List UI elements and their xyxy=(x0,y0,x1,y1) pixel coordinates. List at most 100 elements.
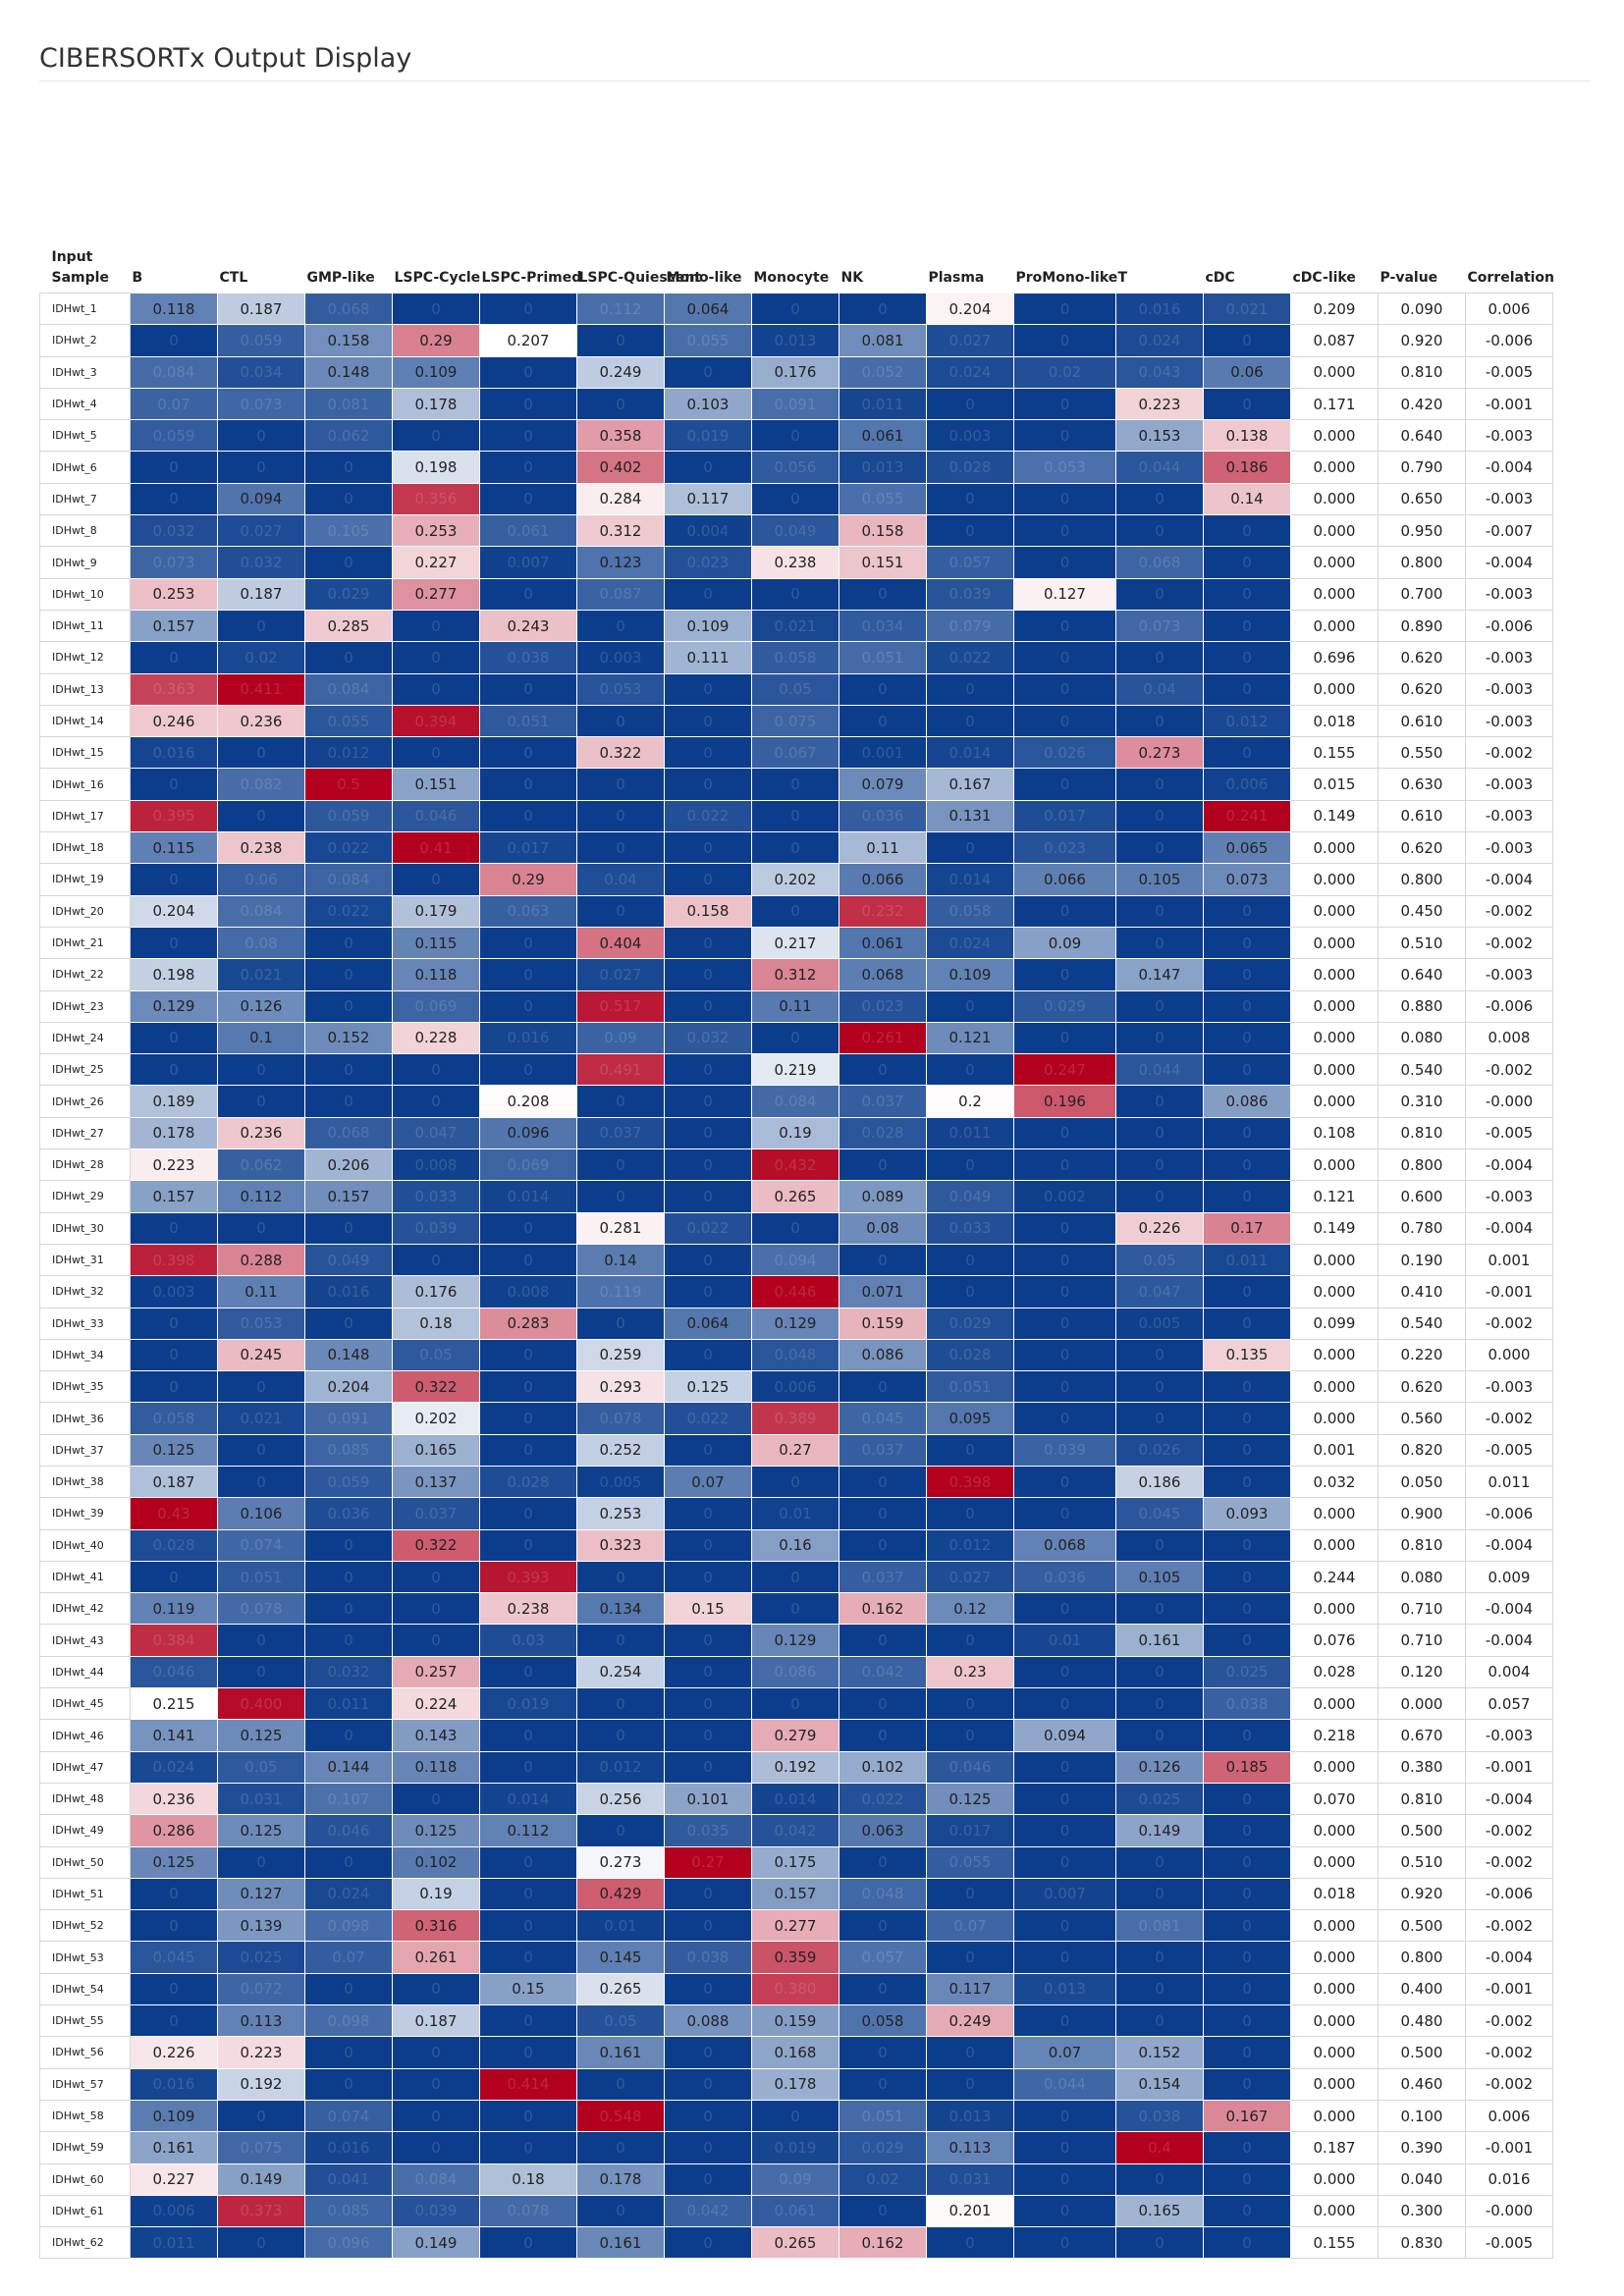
heatmap-cell-lspc-cycle: 0 xyxy=(392,2067,480,2101)
heatmap-cell-plasma: 0.113 xyxy=(926,2131,1014,2164)
heatmap-cell-ctl: 0.236 xyxy=(217,704,305,738)
stat-cell-cdc-like: 0.000 xyxy=(1290,1275,1379,1308)
heatmap-cell-gmp-like: 0.024 xyxy=(304,1877,393,1911)
heatmap-cell-lspc-primed: 0 xyxy=(479,577,577,611)
table-row: IDHwt_61 0.006 0.373 0.085 0.039 0.078 0 0.042 0… xyxy=(39,2194,1553,2228)
table-row: IDHwt_25 0 0 0 0 0 0.491 0 0.219 0 0 0.247 0.044 0 0.0… xyxy=(39,1053,1553,1087)
stat-cell-correlation: -0.005 xyxy=(1465,355,1553,389)
heatmap-cell-lspc-quiescent: 0.256 xyxy=(576,1782,665,1816)
stat-cell-cdc-like: 0.000 xyxy=(1290,355,1379,389)
heatmap-cell-nk: 0 xyxy=(839,1243,927,1277)
heatmap-cell-t: 0.165 xyxy=(1115,2194,1204,2228)
heatmap-cell-promono-like: 0 xyxy=(1013,1402,1116,1435)
table-row: IDHwt_54 0 0.072 0 0 0.15 0.265 0 0.380 0 0.117 0.0… xyxy=(39,1972,1553,2006)
stat-cell-correlation: -0.003 xyxy=(1465,577,1553,611)
heatmap-cell-t: 0 xyxy=(1115,768,1204,801)
heatmap-cell-nk: 0.081 xyxy=(839,324,927,357)
sample-name-cell: IDHwt_35 xyxy=(39,1370,131,1404)
heatmap-cell-cdc: 0 xyxy=(1203,1402,1291,1435)
stat-cell-p-value: 0.040 xyxy=(1378,2163,1466,2196)
stat-cell-cdc-like: 0.000 xyxy=(1290,926,1379,960)
heatmap-cell-plasma: 0.022 xyxy=(926,641,1014,674)
heatmap-cell-ctl: 0.223 xyxy=(217,2036,305,2069)
heatmap-cell-cdc: 0 xyxy=(1203,641,1291,674)
table-row: IDHwt_57 0.016 0.192 0 0 0.414 0 0 0.178 0 0 0.044 0… xyxy=(39,2067,1553,2101)
heatmap-cell-mono-like: 0.088 xyxy=(664,2004,752,2038)
heatmap-cell-nk: 0.058 xyxy=(839,2004,927,2038)
heatmap-cell-lspc-primed: 0.017 xyxy=(479,831,577,865)
heatmap-cell-plasma: 0.014 xyxy=(926,863,1014,896)
sample-name-cell: IDHwt_23 xyxy=(39,989,131,1023)
heatmap-cell-ctl: 0.187 xyxy=(217,292,305,326)
heatmap-cell-b: 0 xyxy=(130,1560,218,1594)
heatmap-cell-cdc: 0.006 xyxy=(1203,768,1291,801)
heatmap-cell-monocyte: 0.129 xyxy=(751,1624,839,1657)
heatmap-cell-monocyte: 0.157 xyxy=(751,1877,839,1911)
heatmap-cell-mono-like: 0 xyxy=(664,451,752,484)
heatmap-cell-t: 0 xyxy=(1115,1972,1204,2006)
heatmap-cell-b: 0.187 xyxy=(130,1465,218,1499)
heatmap-cell-promono-like: 0 xyxy=(1013,1211,1116,1245)
stat-cell-p-value: 0.790 xyxy=(1378,451,1466,484)
stat-cell-p-value: 0.710 xyxy=(1378,1624,1466,1657)
heatmap-cell-mono-like: 0.004 xyxy=(664,514,752,548)
heatmap-cell-monocyte: 0.075 xyxy=(751,704,839,738)
heatmap-cell-nk: 0 xyxy=(839,1528,927,1562)
heatmap-cell-lspc-quiescent: 0.404 xyxy=(576,926,665,960)
stat-cell-correlation: -0.003 xyxy=(1465,482,1553,516)
heatmap-cell-b: 0.246 xyxy=(130,704,218,738)
table-row: IDHwt_12 0 0.02 0 0 0.038 0.003 0.111 0.058 0.051… xyxy=(39,641,1553,674)
heatmap-cell-monocyte: 0.159 xyxy=(751,2004,839,2038)
heatmap-cell-cdc: 0 xyxy=(1203,1972,1291,2006)
stat-cell-cdc-like: 0.000 xyxy=(1290,1243,1379,1277)
heatmap-cell-plasma: 0.058 xyxy=(926,894,1014,928)
sample-name-cell: IDHwt_39 xyxy=(39,1497,131,1530)
stat-cell-cdc-like: 0.000 xyxy=(1290,1972,1379,2006)
heatmap-cell-promono-like: 0.196 xyxy=(1013,1085,1116,1118)
stat-cell-cdc-like: 0.000 xyxy=(1290,2004,1379,2038)
heatmap-cell-promono-like: 0 xyxy=(1013,482,1116,516)
heatmap-cell-lspc-cycle: 0 xyxy=(392,609,480,643)
heatmap-cell-t: 0.161 xyxy=(1115,1624,1204,1657)
heatmap-cell-t: 0.047 xyxy=(1115,1275,1204,1308)
heatmap-cell-lspc-cycle: 0.202 xyxy=(392,1402,480,1435)
column-header-input-sample: Input Sample xyxy=(51,249,109,286)
heatmap-cell-mono-like: 0.022 xyxy=(664,1211,752,1245)
heatmap-cell-plasma: 0.07 xyxy=(926,1909,1014,1943)
heatmap-cell-plasma: 0.012 xyxy=(926,1528,1014,1562)
heatmap-cell-ctl: 0.032 xyxy=(217,546,305,579)
heatmap-cell-nk: 0.151 xyxy=(839,546,927,579)
table-row: IDHwt_38 0.187 0 0.059 0.137 0.028 0.005 0.07 0 0… xyxy=(39,1465,1553,1499)
table-row: IDHwt_4 0.07 0.073 0.081 0.178 0 0 0.103 0.091 0.… xyxy=(39,387,1553,421)
heatmap-cell-lspc-cycle: 0.261 xyxy=(392,1941,480,1974)
heatmap-cell-nk: 0.045 xyxy=(839,1402,927,1435)
stat-cell-cdc-like: 0.155 xyxy=(1290,736,1379,770)
table-row: IDHwt_60 0.227 0.149 0.041 0.084 0.18 0.178 0 0.… xyxy=(39,2163,1553,2196)
table-row: IDHwt_1 0.118 0.187 0.068 0 0 0.112 0.064 0 0 0.20… xyxy=(39,292,1553,326)
heatmap-cell-ctl: 0.1 xyxy=(217,1021,305,1055)
heatmap-cell-nk: 0.048 xyxy=(839,1877,927,1911)
heatmap-cell-t: 0.05 xyxy=(1115,1243,1204,1277)
heatmap-cell-plasma: 0 xyxy=(926,1148,1014,1182)
heatmap-cell-plasma: 0.027 xyxy=(926,1560,1014,1594)
heatmap-cell-lspc-quiescent: 0.012 xyxy=(576,1750,665,1784)
stat-cell-correlation: -0.001 xyxy=(1465,1750,1553,1784)
stat-cell-correlation: -0.000 xyxy=(1465,2194,1553,2228)
heatmap-cell-lspc-primed: 0.207 xyxy=(479,324,577,357)
heatmap-cell-b: 0.363 xyxy=(130,672,218,706)
heatmap-cell-plasma: 0 xyxy=(926,831,1014,865)
heatmap-cell-promono-like: 0.053 xyxy=(1013,451,1116,484)
sample-name-cell: IDHwt_13 xyxy=(39,672,131,706)
heatmap-cell-plasma: 0.249 xyxy=(926,2004,1014,2038)
sample-name-cell: IDHwt_22 xyxy=(39,958,131,991)
heatmap-cell-monocyte: 0.129 xyxy=(751,1307,839,1340)
heatmap-cell-lspc-cycle: 0.033 xyxy=(392,1180,480,1213)
heatmap-cell-gmp-like: 0.157 xyxy=(304,1180,393,1213)
heatmap-cell-cdc: 0.06 xyxy=(1203,355,1291,389)
heatmap-cell-lspc-cycle: 0.008 xyxy=(392,1148,480,1182)
heatmap-cell-gmp-like: 0.074 xyxy=(304,2099,393,2133)
heatmap-cell-lspc-quiescent: 0.273 xyxy=(576,1845,665,1879)
table-row: IDHwt_5 0.059 0 0.062 0 0 0.358 0.019 0 0.061 0.00… xyxy=(39,419,1553,453)
stat-cell-cdc-like: 0.028 xyxy=(1290,1655,1379,1689)
heatmap-cell-promono-like: 0 xyxy=(1013,324,1116,357)
